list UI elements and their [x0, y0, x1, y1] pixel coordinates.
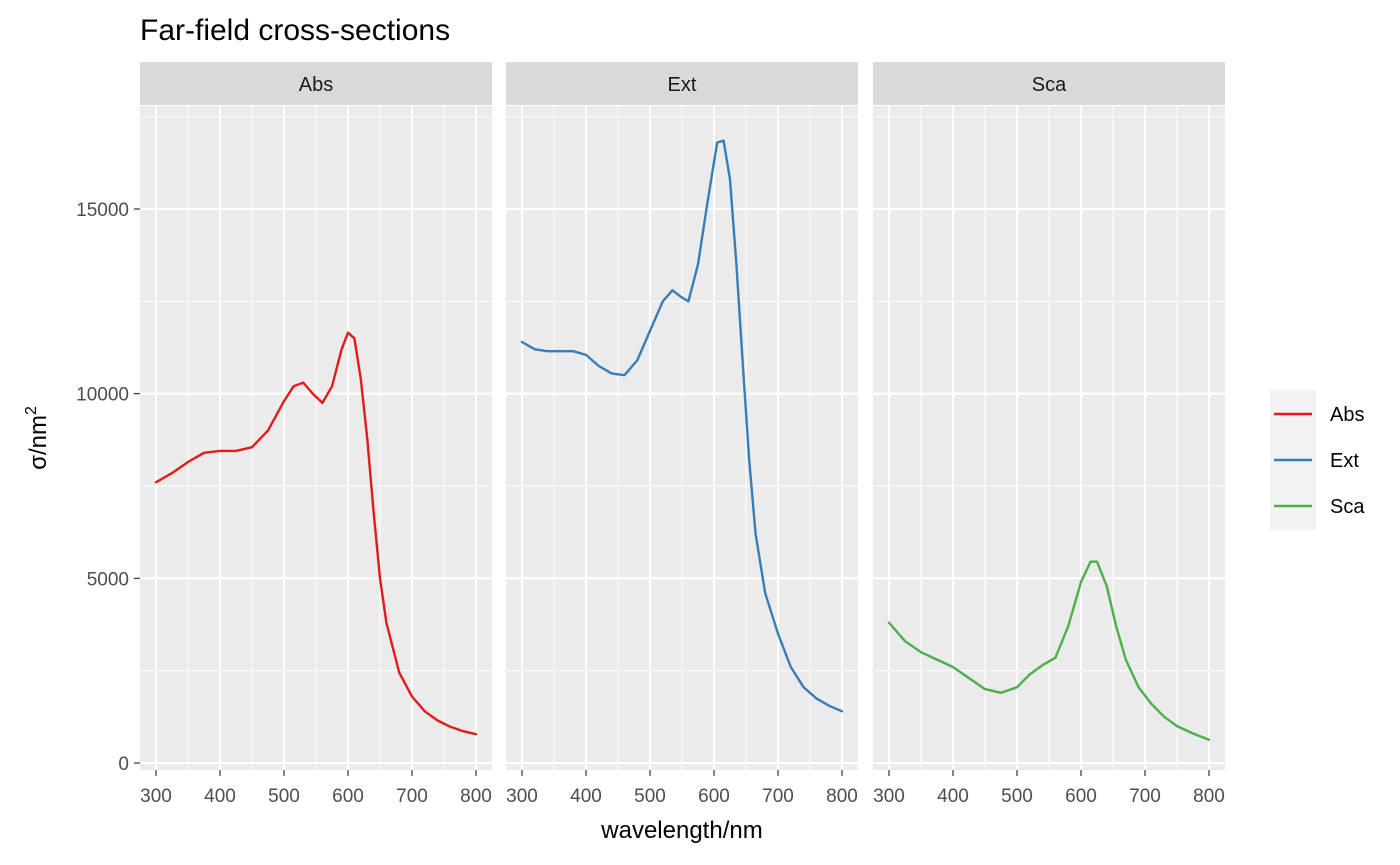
legend-label: Sca — [1330, 496, 1365, 518]
y-axis-title-superscript: 2 — [23, 406, 40, 415]
series-line-abs — [154, 331, 478, 736]
x-axis-title: wavelength/nm — [600, 817, 762, 844]
facet-strip-label: Ext — [668, 74, 697, 96]
x-tick-label: 400 — [937, 786, 969, 807]
x-tick-label: 300 — [873, 786, 905, 807]
facet-panel-abs: Abs 300 400 500 600 700 800 — [140, 62, 492, 807]
x-tick-label: 500 — [1001, 786, 1033, 807]
x-tick-label: 500 — [268, 786, 300, 807]
legend-item-ext: Ext — [1274, 450, 1359, 472]
x-tick-label: 600 — [332, 786, 364, 807]
x-tick-label: 300 — [140, 786, 172, 807]
facet-strip-label: Abs — [299, 74, 333, 96]
x-tick-label: 600 — [1065, 786, 1097, 807]
x-tick-label: 800 — [1193, 786, 1225, 807]
facet-panel-sca: Sca 300 400 500 600 700 800 — [873, 62, 1225, 807]
facet-panel-ext: Ext 300 400 500 600 700 800 — [506, 62, 858, 807]
facet-strip-ext — [506, 62, 858, 105]
x-tick-label: 400 — [204, 786, 236, 807]
series-line-ext — [520, 139, 844, 713]
facet-strip-abs — [140, 62, 492, 105]
y-axis-title-text: σ/nm — [25, 415, 52, 470]
x-tick-label: 600 — [698, 786, 730, 807]
x-tick-label: 500 — [634, 786, 666, 807]
legend-item-abs: Abs — [1274, 404, 1364, 426]
y-tick-label: 10000 — [76, 385, 129, 406]
x-tick-label: 700 — [1129, 786, 1161, 807]
x-tick-label: 400 — [570, 786, 602, 807]
facet-strip-sca — [873, 62, 1225, 105]
x-tick-label: 700 — [396, 786, 428, 807]
chart-title: Far-field cross-sections — [140, 14, 450, 47]
facet-panels: Abs 300 400 500 600 700 800 Ext 300 400 500 600 700 8… — [140, 62, 1225, 807]
y-tick-label: 0 — [118, 754, 129, 775]
y-axis: 0 5000 10000 15000 — [76, 200, 140, 775]
x-tick-label: 800 — [826, 786, 858, 807]
y-tick-label: 5000 — [87, 569, 129, 590]
legend-item-sca: Sca — [1274, 496, 1365, 518]
x-tick-label: 300 — [506, 786, 538, 807]
x-tick-label: 700 — [762, 786, 794, 807]
legend-label: Abs — [1330, 404, 1364, 426]
x-tick-label: 800 — [460, 786, 492, 807]
legend-label: Ext — [1330, 450, 1359, 472]
y-axis-title: σ/nm2 — [23, 406, 52, 470]
series-line-sca — [887, 560, 1211, 741]
legend: Abs Ext Sca — [1270, 390, 1365, 530]
y-tick-label: 15000 — [76, 200, 129, 221]
facet-strip-label: Sca — [1032, 74, 1067, 96]
